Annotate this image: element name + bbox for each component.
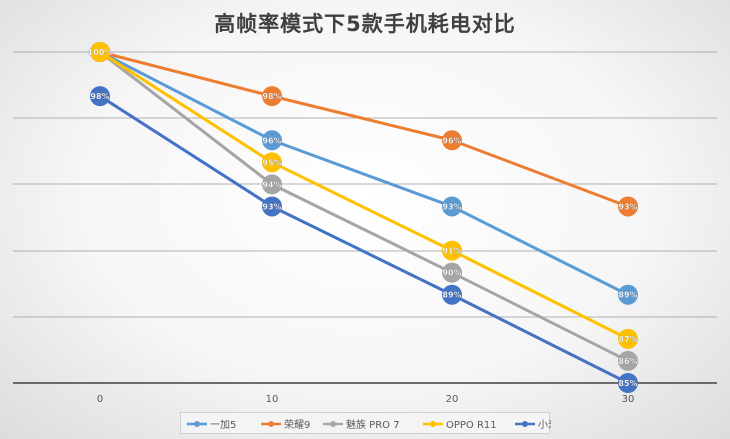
data-label: 91% (442, 247, 461, 256)
legend: 一加5 荣耀9 魅族 PRO 7 OPPO R11 小米6 (180, 412, 564, 434)
chart-title: 高帧率模式下5款手机耗电对比 (214, 12, 516, 36)
data-point (618, 350, 638, 371)
data-point (442, 196, 462, 217)
data-point (442, 130, 462, 151)
legend-marker (330, 421, 336, 427)
series-line (98, 94, 630, 385)
data-label: 93% (618, 202, 637, 211)
data-point (262, 152, 282, 173)
legend-label: 魅族 PRO 7 (346, 418, 400, 431)
data-label: 95% (262, 158, 281, 167)
data-label: 96% (262, 136, 281, 145)
data-label: 93% (262, 202, 281, 211)
series-line (98, 50, 630, 363)
data-label: 93% (442, 202, 461, 211)
x-tick-label: 30 (622, 394, 635, 405)
legend-label: 小米6 (538, 418, 551, 431)
data-point (618, 373, 638, 393)
legend-marker (430, 421, 436, 427)
data-label: 90% (442, 269, 461, 278)
data-point (90, 42, 110, 62)
data-label: 98% (262, 92, 281, 101)
legend-marker (268, 421, 274, 427)
data-point (442, 284, 462, 305)
data-point (90, 86, 110, 107)
data-label: 98% (90, 92, 109, 101)
series-line (98, 50, 630, 208)
legend-marker (522, 421, 528, 427)
legend-items: 一加5 荣耀9 魅族 PRO 7 OPPO R11 小米6 (187, 418, 564, 431)
data-point (618, 284, 638, 305)
data-point (442, 240, 462, 261)
data-label: 85% (618, 379, 637, 388)
data-label: 87% (618, 335, 637, 344)
data-point (618, 196, 638, 217)
data-label: 94% (262, 180, 281, 189)
data-label: 86% (618, 357, 637, 366)
data-point (442, 262, 462, 283)
legend-marker (194, 421, 200, 427)
series-line (98, 50, 630, 297)
data-point (618, 328, 638, 349)
legend-label: OPPO R11 (446, 420, 497, 431)
x-tick-label: 0 (97, 394, 103, 405)
legend-label: 荣耀9 (284, 419, 310, 431)
x-tick-label: 10 (266, 394, 279, 405)
series-line (98, 50, 630, 341)
data-point (262, 174, 282, 195)
data-label: 89% (618, 291, 637, 300)
data-point (262, 86, 282, 107)
x-tick-label: 20 (446, 394, 459, 405)
legend-label: 一加5 (210, 419, 236, 431)
data-label: 96% (442, 136, 461, 145)
data-label: 89% (442, 291, 461, 300)
data-label: 100% (88, 48, 113, 57)
data-point (262, 196, 282, 217)
data-point (262, 130, 282, 151)
